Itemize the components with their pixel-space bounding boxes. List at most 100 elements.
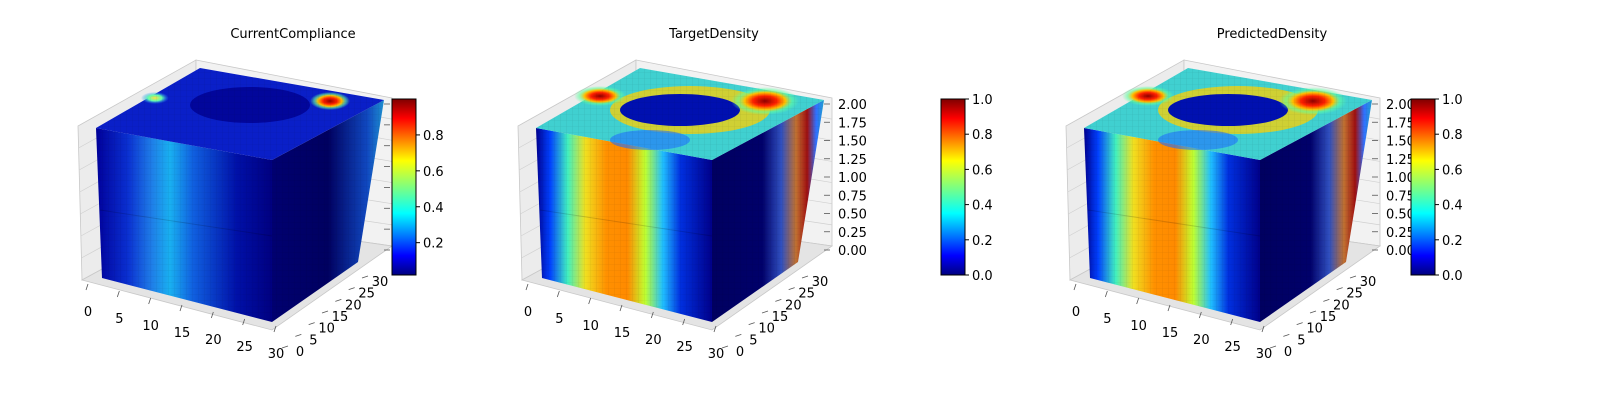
- colorbar-tick-label: 0.4: [1442, 199, 1463, 214]
- x-tick-mark: [682, 318, 686, 326]
- y-tick-mark: [308, 322, 315, 326]
- x-tick-mark: [1230, 318, 1234, 326]
- y-tick-label: 20: [785, 298, 802, 313]
- colorbar-tick-label: 0.2: [423, 237, 444, 252]
- cube-front-grid: [1084, 128, 1260, 322]
- y-tick-mark: [335, 298, 342, 302]
- x-tick-mark: [1073, 283, 1077, 291]
- x-tick-label: 10: [1130, 319, 1147, 334]
- x-tick-mark: [650, 311, 654, 319]
- y-tick-label: 15: [1320, 310, 1337, 325]
- y-tick-label: 30: [1360, 275, 1377, 290]
- cube-top-grid: [1084, 68, 1372, 160]
- y-tick-mark: [1323, 298, 1330, 302]
- x-tick-mark: [116, 290, 120, 298]
- x-tick-label: 30: [708, 347, 725, 362]
- x-tick-label: 30: [268, 347, 285, 362]
- y-tick-mark: [281, 345, 289, 349]
- y-tick-mark: [348, 287, 355, 291]
- colorbar-tick-label: 0.8: [423, 129, 444, 144]
- x-tick-mark: [588, 297, 592, 305]
- colorbar-tick-label: 0.0: [1442, 269, 1463, 284]
- colorbar-tick-label: 0.8: [1442, 128, 1463, 143]
- x-tick-mark: [525, 283, 529, 291]
- x-tick-label: 20: [1193, 333, 1210, 348]
- x-tick-label: 5: [555, 312, 563, 327]
- z-tick-label: 0.00: [838, 244, 867, 259]
- y-tick-label: 15: [772, 310, 789, 325]
- colorbar-tick-label: 1.0: [972, 93, 993, 108]
- y-tick-label: 0: [1284, 345, 1292, 360]
- y-tick-label: 5: [309, 333, 317, 348]
- y-tick-mark: [735, 333, 742, 337]
- colorbar-tick-label: 0.2: [1442, 234, 1463, 249]
- x-tick-mark: [210, 311, 214, 319]
- colorbar-tick-label: 0.4: [423, 201, 444, 216]
- y-tick-mark: [1349, 275, 1357, 279]
- x-tick-label: 0: [524, 305, 532, 320]
- z-tick-label: 1.75: [1386, 116, 1415, 131]
- y-tick-mark: [1296, 322, 1303, 326]
- x-tick-label: 20: [205, 333, 222, 348]
- z-tick-label: 1.50: [1386, 135, 1415, 150]
- colorbar: [1410, 98, 1436, 276]
- colorbar-tick-label: 0.6: [1442, 163, 1463, 178]
- y-tick-label: 5: [749, 333, 757, 348]
- cube-seam: [99, 209, 273, 237]
- x-tick-mark: [242, 318, 246, 326]
- y-tick-mark: [1309, 310, 1317, 314]
- y-tick-label: 0: [296, 345, 304, 360]
- cube-right-grid: [1260, 100, 1372, 322]
- y-tick-label: 5: [1297, 333, 1305, 348]
- colorbar: [391, 98, 417, 276]
- y-tick-mark: [748, 322, 755, 326]
- x-tick-label: 10: [142, 319, 159, 334]
- colorbar: [940, 98, 966, 276]
- x-tick-mark: [1104, 290, 1108, 298]
- x-tick-mark: [179, 304, 183, 312]
- z-tick-label: 0.50: [1386, 208, 1415, 223]
- cube-seam: [539, 209, 713, 237]
- y-tick-mark: [788, 287, 795, 291]
- y-tick-label: 30: [372, 275, 389, 290]
- z-tick-label: 1.75: [838, 116, 867, 131]
- z-tick-label: 1.00: [1386, 171, 1415, 186]
- x-tick-mark: [1261, 325, 1265, 333]
- z-tick-label: 0.50: [838, 208, 867, 223]
- colorbar-tick-label: 0.8: [972, 128, 993, 143]
- z-tick-label: 0.25: [838, 226, 867, 241]
- colorbar-tick-label: 0.6: [972, 163, 993, 178]
- z-tick-label: 0.75: [838, 189, 867, 204]
- x-tick-mark: [85, 283, 89, 291]
- y-tick-label: 25: [798, 287, 815, 302]
- panel-title: PredictedDensity: [1217, 27, 1328, 42]
- colorbar-tick-label: 0.4: [972, 199, 993, 214]
- panel-title: CurrentCompliance: [230, 27, 355, 42]
- y-tick-label: 10: [758, 322, 775, 337]
- y-tick-mark: [295, 333, 302, 337]
- colorbar-tick-label: 0.6: [423, 165, 444, 180]
- y-tick-mark: [761, 310, 769, 314]
- cube-right-grid: [712, 100, 824, 322]
- x-tick-label: 10: [582, 319, 599, 334]
- y-tick-label: 10: [318, 322, 335, 337]
- x-tick-mark: [1136, 297, 1140, 305]
- x-tick-label: 0: [1072, 305, 1080, 320]
- y-tick-label: 0: [736, 345, 744, 360]
- z-tick-label: 2.00: [1386, 98, 1415, 113]
- x-tick-mark: [1198, 311, 1202, 319]
- y-tick-label: 15: [332, 310, 349, 325]
- x-tick-mark: [713, 325, 717, 333]
- x-tick-label: 0: [84, 305, 92, 320]
- y-tick-mark: [1283, 333, 1290, 337]
- cube-front-grid: [536, 128, 712, 322]
- cube-seam: [1087, 209, 1261, 237]
- x-tick-mark: [1167, 304, 1171, 312]
- z-tick-label: 0.00: [1386, 244, 1415, 259]
- y-tick-label: 20: [345, 298, 362, 313]
- x-tick-label: 25: [236, 340, 253, 355]
